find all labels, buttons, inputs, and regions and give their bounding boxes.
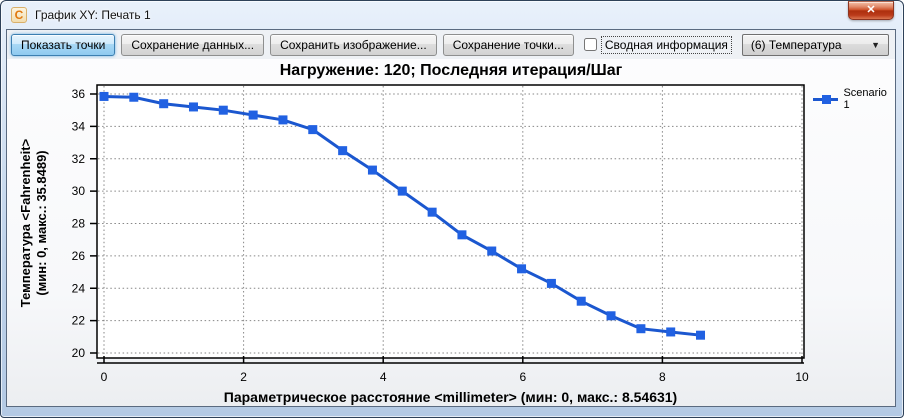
data-point-marker [546, 278, 556, 288]
plot-background [97, 85, 804, 358]
chart-title: Нагружение: 120; Последняя итерация/Шаг [279, 62, 623, 79]
y-tick-label: 26 [72, 249, 86, 263]
save-point-button[interactable]: Сохранение точки... [442, 33, 574, 56]
x-tick-label: 4 [380, 370, 387, 384]
y-tick-label: 28 [72, 217, 86, 231]
data-point-marker [517, 264, 527, 274]
data-point-marker [427, 207, 437, 217]
y-axis-label-line1: Температура <Fahrenheit> [18, 138, 33, 308]
x-tick-label: 0 [101, 370, 108, 384]
measure-dropdown-value: (6) Температура [750, 37, 842, 52]
y-tick-label: 32 [72, 152, 86, 166]
x-tick-label: 8 [659, 370, 666, 384]
summary-info-label[interactable]: Сводная информация [600, 35, 732, 54]
x-axis-label: Параметрическое расстояние <millimeter> … [223, 389, 678, 405]
plot-frame [96, 84, 805, 359]
app-icon: C [11, 7, 27, 23]
x-tick-label: 6 [519, 370, 526, 384]
y-tick-label: 20 [72, 346, 86, 360]
data-point-marker [696, 330, 706, 340]
data-point-marker [666, 327, 676, 337]
chart-canvas: Нагружение: 120; Последняя итерация/Шаг … [7, 59, 895, 406]
y-tick-label: 34 [72, 119, 86, 133]
y-tick-label: 22 [72, 314, 86, 328]
data-point-marker [188, 102, 198, 112]
data-point-marker [367, 165, 377, 175]
toolbar: Показать точки Сохранение данных... Сохр… [7, 30, 895, 59]
y-axis-label-line2: (мин: 0, макс.: 35.8489) [34, 150, 49, 296]
data-point-marker [248, 110, 258, 120]
data-point-marker [457, 230, 467, 240]
title-bar[interactable]: C График XY: Печать 1 ✕ [1, 1, 903, 29]
close-button[interactable]: ✕ [848, 1, 894, 20]
window-title: График XY: Печать 1 [35, 8, 151, 22]
save-data-button[interactable]: Сохранение данных... [121, 33, 265, 56]
client-area: Показать точки Сохранение данных... Сохр… [6, 29, 896, 407]
x-tick-label: 2 [240, 370, 247, 384]
data-point-marker [99, 91, 109, 101]
x-tick-label: 10 [795, 370, 809, 384]
legend-marker [813, 94, 839, 104]
legend-entry-label: Scenario 1 [843, 87, 887, 111]
show-points-button[interactable]: Показать точки [11, 33, 116, 56]
summary-info-checkbox[interactable] [583, 38, 597, 51]
data-point-marker [636, 324, 646, 334]
data-point-marker [278, 115, 288, 125]
data-point-marker [576, 296, 586, 306]
data-point-marker [159, 99, 169, 109]
y-tick-label: 24 [72, 281, 86, 295]
measure-dropdown[interactable]: (6) Температура ▼ [741, 33, 889, 56]
y-axis-label: Температура <Fahrenheit> (мин: 0, макс.:… [18, 139, 50, 307]
y-tick-label: 30 [72, 184, 86, 198]
data-point-marker [308, 125, 318, 135]
save-image-button[interactable]: Сохранить изображение... [270, 33, 437, 56]
data-point-marker [129, 92, 139, 102]
data-point-marker [338, 146, 348, 156]
chevron-down-icon: ▼ [871, 39, 880, 50]
data-point-marker [397, 186, 407, 196]
data-point-marker [606, 311, 616, 321]
data-point-marker [218, 105, 228, 115]
legend: Scenario 1 [813, 87, 895, 111]
legend-marker-square [822, 94, 831, 104]
y-tick-label: 36 [72, 87, 86, 101]
summary-info-group: Сводная информация [583, 35, 732, 54]
data-point-marker [487, 246, 497, 256]
